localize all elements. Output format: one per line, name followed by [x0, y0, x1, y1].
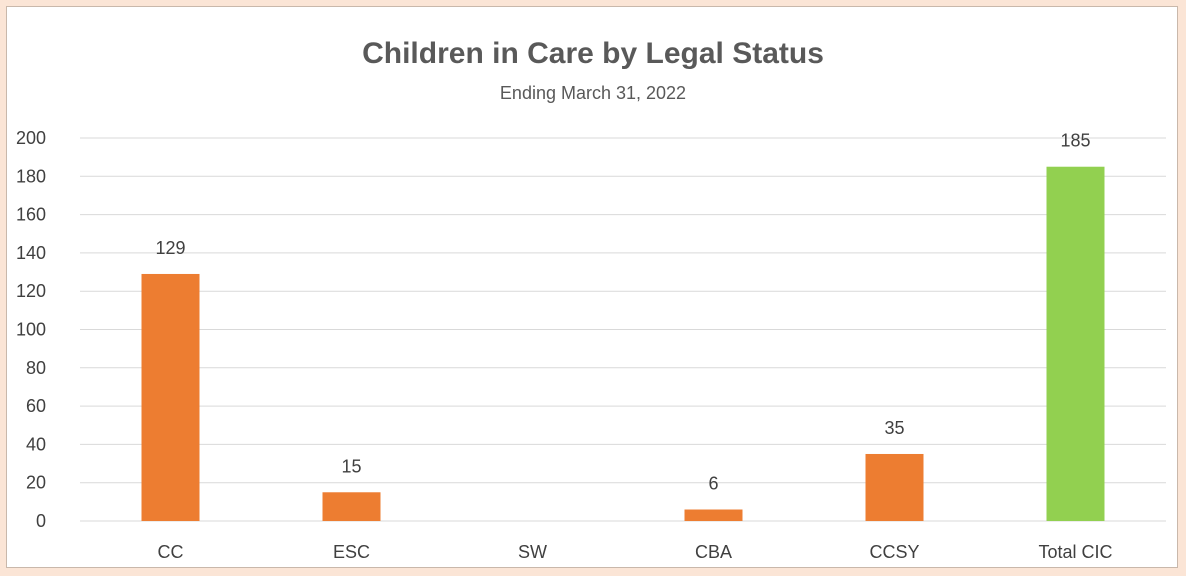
y-tick-label: 200 [16, 128, 46, 148]
data-label: 185 [1060, 131, 1090, 151]
y-tick-label: 160 [16, 205, 46, 225]
y-tick-label: 120 [16, 281, 46, 301]
y-tick-label: 0 [36, 511, 46, 531]
y-axis-ticks: 0 20 40 60 80 100 120 140 160 180 200 [16, 128, 46, 531]
data-label: 15 [341, 456, 361, 476]
chart-subtitle: Ending March 31, 2022 [500, 83, 686, 103]
chart-frame [6, 6, 1178, 568]
x-category-label: ESC [333, 542, 370, 562]
chart-title: Children in Care by Legal Status [362, 37, 824, 70]
y-tick-label: 60 [26, 396, 46, 416]
data-label: 35 [884, 418, 904, 438]
data-label: 6 [708, 474, 718, 494]
y-tick-label: 140 [16, 243, 46, 263]
x-axis-categories: CC ESC SW CBA CCSY Total CIC [158, 542, 1113, 562]
y-tick-label: 180 [16, 166, 46, 186]
bar-esc [322, 492, 381, 521]
gridlines [80, 137, 1166, 522]
y-tick-label: 20 [26, 473, 46, 493]
bar-total-cic [1046, 166, 1105, 521]
data-labels: 129 15 6 35 185 [155, 131, 1090, 494]
bar-cc [141, 273, 200, 521]
y-tick-label: 40 [26, 434, 46, 454]
bar-ccsy [865, 453, 924, 521]
data-label: 129 [155, 238, 185, 258]
y-tick-label: 80 [26, 358, 46, 378]
x-category-label: SW [518, 542, 547, 562]
y-tick-label: 100 [16, 320, 46, 340]
x-category-label: CC [158, 542, 184, 562]
x-category-label: CBA [695, 542, 732, 562]
bar-cba [684, 509, 743, 521]
x-category-label: Total CIC [1038, 542, 1112, 562]
bars [141, 166, 1105, 521]
x-category-label: CCSY [869, 542, 919, 562]
